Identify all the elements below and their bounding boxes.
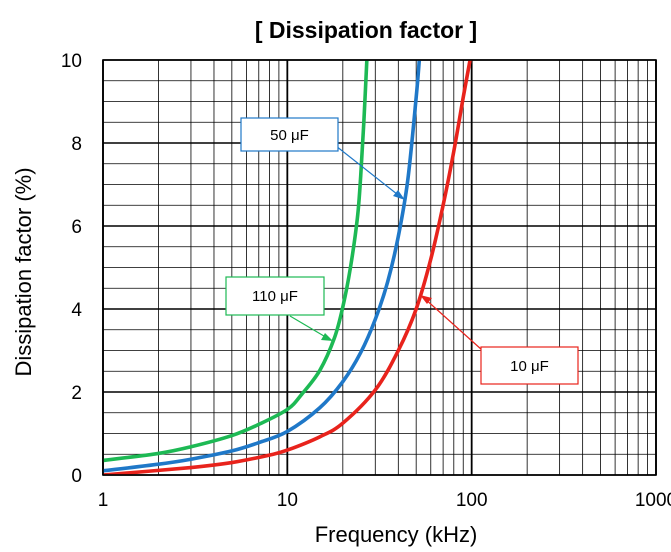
callout-10uf-arrowhead [420,295,432,304]
y-axis-label: Dissipation factor (%) [11,167,36,376]
callout-50uf-box [240,117,339,152]
series-layer [103,60,472,475]
x-axis-label: Frequency (kHz) [315,522,478,547]
series-line-10f [103,60,472,475]
y-tick-label: 10 [61,51,82,72]
plot-frame [102,59,657,476]
callout-10uf: 10 μF [420,295,579,385]
x-tick-label: 10 [277,490,298,511]
callout-50uf-arrowhead [393,190,405,200]
callout-110uf: 110 μF [225,276,333,341]
series-line-50f [103,60,422,473]
y-tick-label: 8 [71,134,82,155]
callout-110uf-arrowhead [321,333,333,341]
chart-title: [ Dissipation factor ] [255,17,477,43]
y-tick-label: 2 [71,383,82,404]
callout-110uf-arrow-line [289,315,330,340]
callout-50uf-label: 50 μF [270,127,309,144]
x-tick-label: 100 [456,490,488,511]
callout-10uf-label: 10 μF [510,358,549,375]
minor-grid-horizontal [103,59,656,476]
series-line-110f [103,60,369,463]
callout-10uf-arrow-line [423,297,483,351]
callouts: 50 μF 110 μF 10 μF [225,117,579,385]
callout-10uf-box [480,346,579,385]
callout-50uf-arrow-line [335,145,403,199]
y-tick-label: 0 [71,466,82,487]
x-tick-label: 1 [98,490,109,511]
callout-50uf: 50 μF [240,117,405,200]
y-tick-label: 6 [71,217,82,238]
y-tick-label: 4 [71,300,82,321]
callout-110uf-label: 110 μF [252,288,298,305]
callout-110uf-box [225,276,325,316]
y-tick-labels: 0 2 4 6 8 10 [61,51,83,487]
